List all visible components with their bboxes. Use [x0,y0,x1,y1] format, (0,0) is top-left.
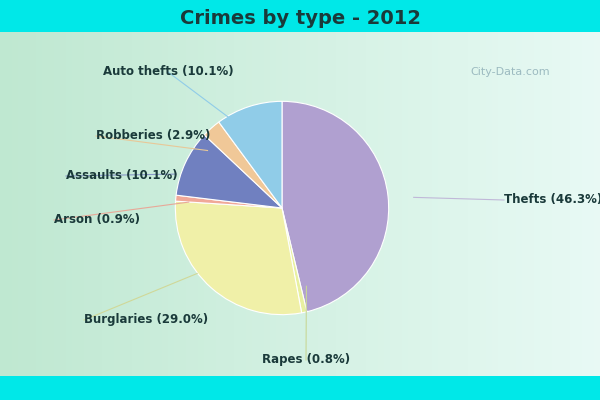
Text: Rapes (0.8%): Rapes (0.8%) [262,354,350,366]
Wedge shape [282,101,389,312]
Text: Arson (0.9%): Arson (0.9%) [54,214,140,226]
Wedge shape [282,208,307,313]
Wedge shape [176,135,282,208]
Wedge shape [205,122,282,208]
Wedge shape [176,195,282,208]
Text: Robberies (2.9%): Robberies (2.9%) [96,130,211,142]
Text: Auto thefts (10.1%): Auto thefts (10.1%) [103,66,233,78]
Text: Crimes by type - 2012: Crimes by type - 2012 [179,8,421,28]
Wedge shape [219,101,282,208]
Wedge shape [175,201,302,315]
Text: Burglaries (29.0%): Burglaries (29.0%) [84,314,208,326]
Text: Assaults (10.1%): Assaults (10.1%) [66,170,178,182]
Text: Thefts (46.3%): Thefts (46.3%) [504,194,600,206]
Text: City-Data.com: City-Data.com [470,67,550,77]
